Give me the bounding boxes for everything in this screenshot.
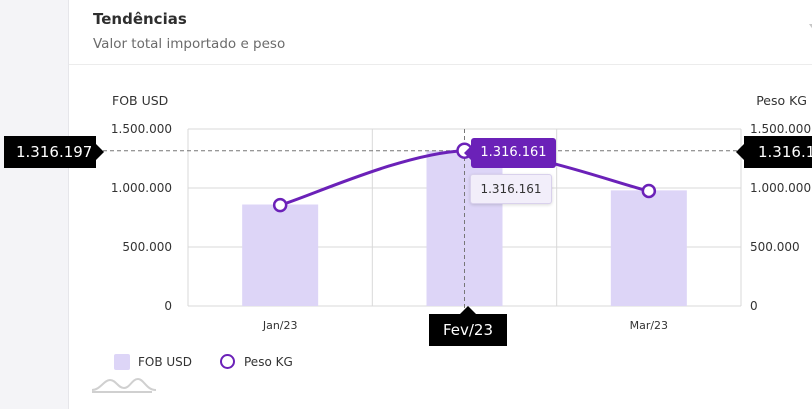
y-axis-label: FOB USD: [112, 93, 168, 108]
fob-bar: [242, 204, 319, 306]
card-title: Tendências: [93, 10, 187, 28]
legend-line-swatch: [220, 354, 235, 369]
y-tick-label: 0: [164, 299, 172, 313]
tooltip-secondary-value: 1.316.161: [470, 174, 552, 204]
x-tick-label: Jan/23: [262, 319, 298, 332]
peso-point: [641, 183, 657, 199]
y2-tick-label: 1.500.000: [750, 122, 811, 136]
card-divider: [69, 64, 812, 65]
x-tick-label: Mar/23: [630, 319, 668, 332]
tooltip-value: 1.316.161: [464, 138, 556, 168]
fob-bars: [242, 150, 687, 306]
y2-tick-label: 500.000: [750, 240, 800, 254]
peso-point: [272, 197, 288, 213]
y-tick-label: 1.500.000: [111, 122, 172, 136]
legend-label-peso: Peso KG: [244, 355, 293, 369]
crosshair-left-value: 1.316.197: [4, 136, 104, 168]
y-tick-label: 1.000.000: [111, 181, 172, 195]
y2-tick-label: 1.000.000: [750, 181, 811, 195]
crosshair-right-value: 1.316.19: [736, 136, 812, 168]
crosshair-category: Fev/23: [429, 306, 507, 346]
y2-tick-label: 0: [750, 299, 758, 313]
axis-ticks: 0 500.000 1.000.000 1.500.000 0 500.000 1.000.…: [111, 122, 811, 332]
legend-bar-swatch: [114, 354, 130, 370]
legend-label-fob: FOB USD: [138, 355, 193, 369]
card-menu-chevron-icon[interactable]: [809, 24, 812, 31]
card-subtitle: Valor total importado e peso: [93, 36, 286, 52]
y-tick-label: 500.000: [122, 240, 172, 254]
y2-axis-label: Peso KG: [756, 93, 807, 108]
fob-bar: [610, 190, 687, 306]
chart-type-sparkline-icon[interactable]: [90, 374, 160, 396]
